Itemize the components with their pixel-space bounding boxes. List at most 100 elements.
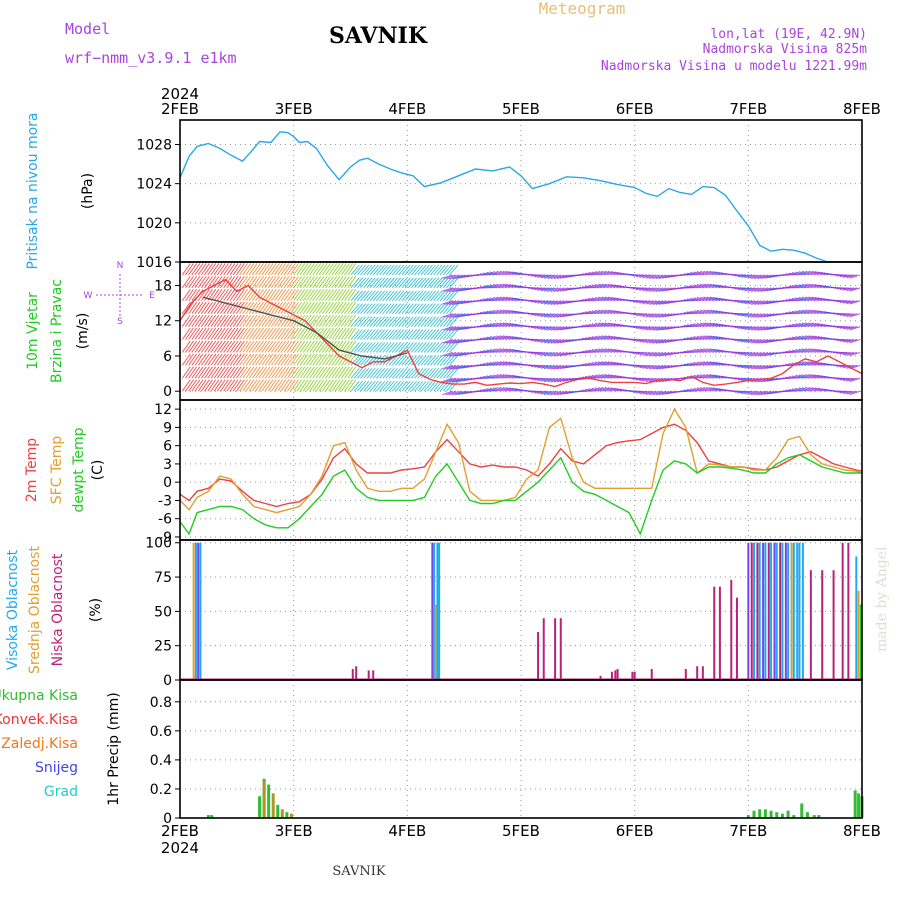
- wind-barb: [404, 290, 414, 302]
- wind-barb: [636, 339, 648, 342]
- wind-barb: [632, 377, 644, 380]
- wind-barb: [547, 339, 558, 344]
- wind-barb: [709, 348, 721, 353]
- wind-barb: [325, 276, 334, 289]
- wind-barb: [661, 287, 673, 292]
- bar: [832, 570, 835, 680]
- wind-barb: [414, 329, 424, 340]
- wind-barb: [655, 326, 667, 331]
- wind-barb: [451, 377, 463, 383]
- wind-barb: [245, 366, 255, 379]
- wind-barb: [454, 287, 466, 292]
- wind-barb: [754, 339, 765, 344]
- wind-barb: [594, 322, 606, 328]
- wind-barb: [181, 276, 191, 289]
- wind-barb: [239, 314, 249, 327]
- wind-barb: [270, 353, 280, 366]
- wind-barb: [248, 340, 258, 353]
- wind-barb: [226, 276, 236, 289]
- wind-barb: [398, 264, 408, 276]
- wind-barb: [407, 277, 417, 289]
- wind-barb: [581, 337, 593, 341]
- wind-barb: [703, 361, 714, 366]
- wind-barb: [737, 300, 749, 303]
- wind-barb: [433, 367, 443, 379]
- wind-barb: [223, 366, 233, 379]
- wind-barb: [325, 366, 334, 379]
- wind-barb: [639, 390, 651, 395]
- wind-barb: [216, 379, 226, 392]
- bar: [730, 579, 733, 680]
- wind-barb: [232, 263, 242, 276]
- wind-barb: [849, 287, 861, 292]
- wind-barb: [703, 283, 714, 289]
- wind-barb: [248, 289, 258, 302]
- wind-barb: [811, 348, 823, 353]
- wind-barb: [382, 277, 392, 289]
- wind-barb: [185, 263, 194, 276]
- wind-barb: [741, 326, 753, 330]
- wind-barb: [585, 272, 597, 276]
- wind-barb: [636, 313, 648, 316]
- series-line: [180, 131, 862, 262]
- wind-barb: [805, 361, 816, 366]
- wind-barb: [798, 322, 810, 328]
- wind-barb: [232, 289, 242, 302]
- wind-barb: [537, 364, 549, 369]
- wind-barb: [792, 285, 803, 289]
- wind-barb: [760, 287, 772, 292]
- wind-barb: [757, 390, 769, 396]
- wind-barb: [353, 303, 363, 314]
- wind-barb: [350, 380, 360, 392]
- wind-barb: [547, 326, 558, 331]
- wind-barb: [369, 264, 379, 276]
- wind-barb: [696, 387, 708, 392]
- wind-barb: [395, 380, 405, 392]
- wind-barb: [372, 342, 382, 353]
- wind-barb: [334, 379, 344, 392]
- wind-barb: [445, 351, 457, 357]
- wind-barb: [639, 364, 651, 369]
- wind-barb: [496, 270, 508, 276]
- wind-barb: [493, 284, 504, 289]
- bar: [289, 813, 293, 818]
- wind-barb: [423, 355, 433, 366]
- wind-barb: [747, 326, 759, 331]
- wind-barb: [658, 339, 670, 344]
- wind-barb: [636, 274, 648, 278]
- wind-barb: [293, 289, 303, 302]
- wind-barb: [305, 366, 315, 379]
- wind-barb: [792, 349, 803, 353]
- y-tick-label: -9: [158, 530, 172, 546]
- wind-barb: [191, 353, 201, 366]
- wind-barb: [458, 377, 469, 383]
- wind-barb: [652, 300, 664, 305]
- wind-barb: [321, 353, 331, 366]
- wind-barb: [505, 361, 517, 366]
- panel-frame: [179, 679, 863, 819]
- wind-barb: [805, 322, 816, 328]
- wind-barb: [591, 374, 603, 379]
- wind-barb: [331, 366, 341, 379]
- wind-barb: [795, 323, 807, 328]
- wind-barb: [321, 276, 331, 289]
- wind-barb: [401, 264, 411, 276]
- wind-barb: [750, 351, 762, 357]
- wind-barb: [483, 388, 495, 392]
- wind-barb: [610, 348, 622, 353]
- wind-barb: [846, 313, 858, 318]
- wind-barb: [251, 301, 261, 314]
- wind-barb: [496, 296, 508, 302]
- wind-barb: [347, 301, 357, 314]
- wind-barb: [808, 361, 819, 366]
- wind-barb: [632, 364, 644, 367]
- wind-barb: [449, 329, 459, 340]
- wind-barb: [305, 276, 315, 289]
- wind-barb: [499, 348, 511, 353]
- wind-barb: [737, 326, 749, 329]
- wind-barb: [556, 377, 568, 383]
- wind-barb: [372, 355, 382, 366]
- wind-barb: [423, 264, 433, 276]
- wind-barb: [792, 272, 803, 276]
- wind-barb: [479, 299, 492, 302]
